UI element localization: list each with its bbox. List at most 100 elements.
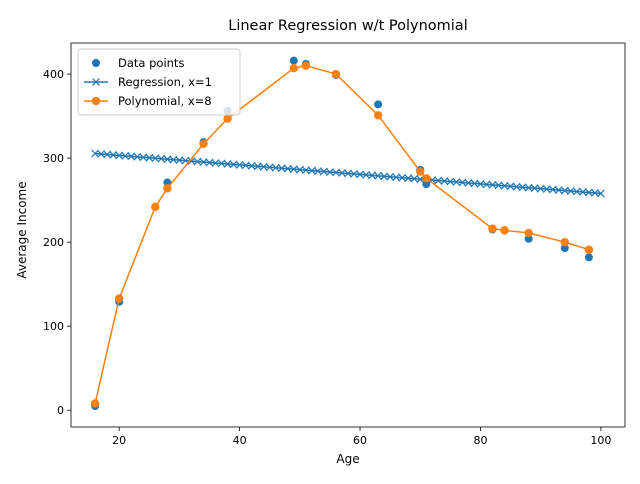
regression-marker-stroke-b [307,166,316,175]
regression-marker-stroke-b [446,177,455,186]
regression-marker [91,149,100,158]
regression-marker-stroke-b [494,181,503,190]
regression-marker-stroke-b [512,182,521,191]
regression-marker-stroke-b [319,167,328,176]
regression-marker-stroke-b [109,150,118,159]
regression-marker-stroke-b [488,180,497,189]
polynomial-marker [331,69,341,79]
regression-marker [271,163,280,172]
regression-marker-stroke-b [217,159,226,168]
y-tick-label: 400 [43,68,64,81]
regression-marker-stroke-b [97,150,106,158]
y-tick-label: 200 [43,236,64,249]
regression-marker [470,179,479,188]
regression-marker [175,156,184,165]
regression-marker-stroke-b [283,164,292,173]
polynomial-marker [488,224,497,233]
regression-marker [187,157,196,166]
polynomial-marker [560,237,569,247]
regression-marker [139,153,148,162]
regression-marker [115,151,124,160]
regression-marker [289,165,298,174]
regression-marker [500,181,509,190]
regression-marker-stroke-b [121,151,130,160]
regression-marker [169,155,178,164]
polynomial-marker [289,64,299,73]
regression-marker-stroke-b [332,168,340,177]
regression-marker-stroke-b [91,149,100,158]
regression-marker [121,151,130,160]
regression-marker-stroke-b [187,157,196,166]
regression-marker [332,168,340,177]
regression-marker [211,159,220,167]
polynomial-marker [416,167,425,176]
regression-marker [307,166,316,175]
regression-marker-stroke-b [368,171,377,180]
regression-marker [440,177,449,185]
regression-marker-stroke-b [596,189,605,198]
regression-marker [259,162,268,171]
regression-marker [338,169,346,177]
x-tick-label: 80 [473,434,487,447]
regression-marker [247,161,256,170]
regression-marker-stroke-b [464,179,473,187]
regression-marker-stroke-b [289,165,298,174]
regression-marker [506,182,515,191]
regression-marker [301,166,310,175]
regression-marker-stroke-b [578,188,587,196]
regression-marker-stroke-b [157,154,166,163]
regression-marker [217,159,226,168]
regression-marker [512,182,521,191]
regression-marker [223,160,232,168]
regression-marker-stroke-b [338,169,346,177]
regression-marker [572,187,581,196]
polynomial-marker [163,184,172,193]
x-tick-label: 40 [233,434,247,447]
regression-marker-stroke-b [428,176,437,185]
polynomial-marker [151,202,160,212]
regression-marker [596,189,605,198]
regression-marker-stroke-b [572,187,581,196]
legend: Data points Regression, x=1 Polynomial, x=… [77,48,241,116]
regression-marker [295,165,304,174]
regression-marker-stroke-b [229,160,238,169]
polynomial-marker [199,139,208,149]
regression-marker-stroke-b [356,170,364,179]
regression-marker-stroke-b [386,172,395,181]
regression-marker-stroke-b [313,167,322,175]
regression-marker-stroke-b [566,187,575,195]
regression-marker [145,153,154,162]
plot-area: 20 40 60 80 100 0 100 200 300 400 [43,42,626,447]
regression-marker-stroke-b [181,156,190,165]
legend-box [77,48,241,116]
regression-marker-stroke-b [452,178,461,186]
x-tick-label: 100 [590,434,611,447]
regression-marker-stroke-b [139,153,148,162]
regression-marker-stroke-b [536,184,545,193]
regression-marker [283,164,292,173]
regression-marker-stroke-b [458,178,467,187]
regression-marker [319,167,328,176]
regression-marker [277,164,286,173]
regression-marker [362,170,370,179]
regression-marker [313,167,322,175]
y-tick-label: 300 [43,152,64,165]
regression-marker-stroke-b [205,158,214,167]
regression-marker-stroke-b [277,164,286,173]
legend-marker-regression-stroke-b [92,78,100,86]
regression-marker-stroke-b [175,156,184,165]
regression-marker [488,180,497,189]
legend-marker-data-points [92,59,100,67]
regression-marker-stroke-b [392,173,401,182]
regression-marker-stroke-b [524,183,533,192]
y-tick-label: 100 [43,320,64,333]
regression-marker [392,173,401,182]
axes-frame [70,42,626,428]
data-point [560,244,569,253]
regression-marker [157,154,166,163]
regression-marker [410,174,419,183]
regression-marker-stroke-b [398,173,407,182]
regression-marker-stroke-b [518,183,527,192]
regression-marker [386,172,395,181]
